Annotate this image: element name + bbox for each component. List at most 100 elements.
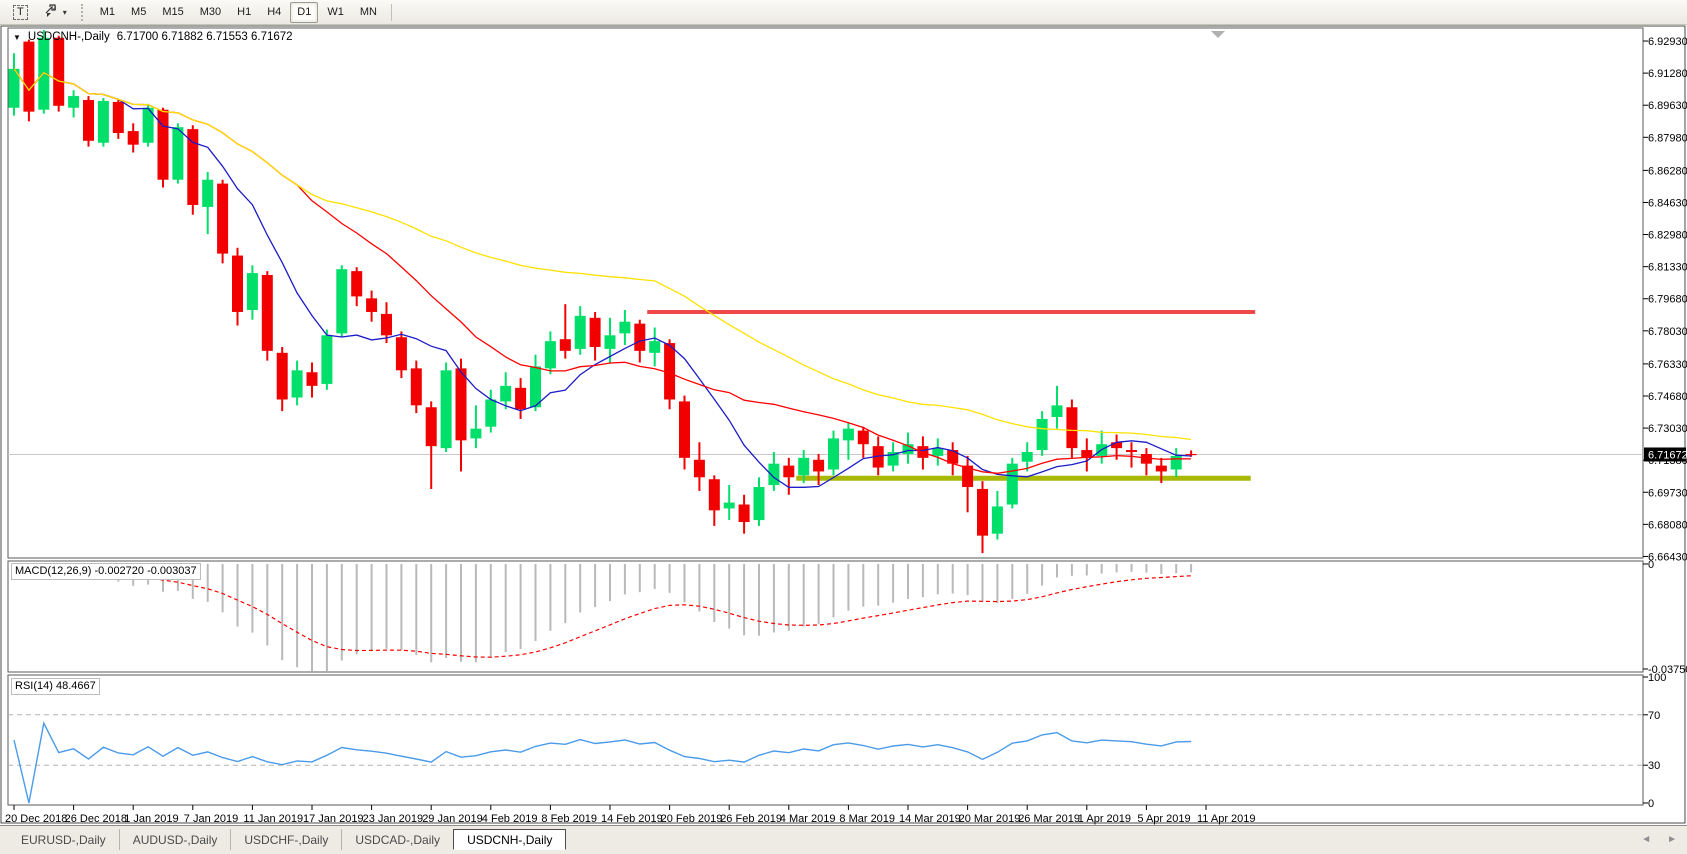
date-tick-label: 1 Jan 2019 bbox=[124, 813, 178, 825]
date-tick-label: 29 Jan 2019 bbox=[422, 813, 483, 825]
candle-body bbox=[1036, 418, 1048, 451]
text-tool-icon: T bbox=[13, 4, 28, 20]
tab-usdchf-daily[interactable]: USDCHF-,Daily bbox=[231, 829, 343, 850]
candle-body bbox=[1111, 442, 1123, 449]
candle-body bbox=[83, 99, 94, 141]
candle-body bbox=[395, 337, 407, 371]
price-tick-label: 6.79680 bbox=[1648, 294, 1687, 306]
date-tick-label: 26 Dec 2018 bbox=[65, 813, 127, 825]
candle-body bbox=[932, 448, 944, 456]
rsi-pane[interactable] bbox=[7, 674, 1644, 806]
price-tick-label: 6.78030 bbox=[1648, 326, 1687, 338]
date-tick-label: 20 Dec 2018 bbox=[5, 813, 67, 825]
timeframe-m15-button[interactable]: M15 bbox=[162, 6, 184, 18]
macd-axis[interactable]: 0 -0.037508 bbox=[1643, 559, 1687, 676]
candle-body bbox=[500, 385, 512, 402]
timeframe-m5-button[interactable]: M5 bbox=[131, 6, 147, 18]
candle-body bbox=[1021, 452, 1033, 462]
candle-body bbox=[619, 321, 631, 334]
timeframe-h1-button[interactable]: H1 bbox=[237, 6, 252, 18]
cursor-style-tool-button[interactable]: ▾ bbox=[37, 2, 74, 23]
candle-body bbox=[112, 101, 124, 134]
main-pane[interactable] bbox=[7, 27, 1644, 559]
timeframe-d1-button[interactable]: D1 bbox=[290, 1, 319, 23]
candle-body bbox=[381, 313, 392, 336]
candle-body bbox=[559, 339, 571, 351]
candle-body bbox=[813, 459, 825, 472]
rsi-name: RSI(14) bbox=[15, 680, 53, 692]
macd-signal-line bbox=[13, 563, 1192, 658]
chart-canvas[interactable]: 6.92930 6.91280 6.89630 6.87980 6.86280 6.846… bbox=[0, 25, 1687, 825]
candle-body bbox=[738, 504, 750, 523]
price-tick-label: 6.86280 bbox=[1648, 165, 1687, 177]
candle-body bbox=[753, 487, 765, 521]
candle-body bbox=[842, 428, 854, 441]
candle-body bbox=[1155, 465, 1167, 472]
candle-body bbox=[425, 407, 437, 447]
timeframe-m30-button[interactable]: M30 bbox=[199, 6, 222, 18]
candle-body bbox=[410, 368, 422, 406]
macd-axis-min-label: -0.037508 bbox=[1648, 664, 1687, 676]
rsi-axis-label: 30 bbox=[1648, 760, 1660, 772]
timeframe-w1-button[interactable]: W1 bbox=[327, 6, 344, 18]
rsi-indicator-label[interactable]: RSI(14) 48.4667 bbox=[11, 678, 100, 695]
candle-body bbox=[768, 463, 780, 486]
candle-body bbox=[246, 273, 258, 311]
toolbar-grip[interactable] bbox=[80, 3, 85, 21]
price-tick-label: 6.82980 bbox=[1648, 230, 1687, 242]
timeframe-h4-button[interactable]: H4 bbox=[267, 6, 282, 18]
price-tick-label: 6.91280 bbox=[1648, 68, 1687, 80]
candle-body bbox=[947, 450, 959, 464]
timeframe-m1-button[interactable]: M1 bbox=[99, 6, 116, 18]
rsi-axis-label: 100 bbox=[1648, 672, 1666, 684]
date-tick-label: 7 Jan 2019 bbox=[184, 813, 238, 825]
price-tick-label: 6.87980 bbox=[1648, 132, 1687, 144]
toolbar-separator bbox=[390, 3, 392, 21]
tab-scroll-right-button[interactable]: ► bbox=[1667, 834, 1677, 845]
tab-audusd-daily[interactable]: AUDUSD-,Daily bbox=[120, 829, 232, 850]
candle-body bbox=[276, 352, 288, 400]
text-label-tool-button[interactable]: T bbox=[6, 2, 35, 23]
top-toolbar: T ▾ M1 M5 M15 M30 H1 H4 D1 W1 MN bbox=[0, 0, 1687, 25]
tab-label: USDCAD-,Daily bbox=[355, 832, 441, 847]
moving-average-slow bbox=[13, 68, 1192, 441]
candle-body bbox=[857, 430, 869, 445]
candle-body bbox=[828, 438, 839, 470]
date-tick-label: 26 Mar 2019 bbox=[1018, 813, 1080, 825]
tab-label: USDCNH-,Daily bbox=[467, 832, 553, 847]
chart-shift-marker[interactable] bbox=[1211, 31, 1225, 38]
candle-body bbox=[902, 444, 914, 454]
price-tick-label: 6.66430 bbox=[1648, 551, 1687, 563]
rsi-axis[interactable]: 100 70 30 0 bbox=[1643, 672, 1666, 810]
tab-usdcad-daily[interactable]: USDCAD-,Daily bbox=[342, 829, 455, 850]
candle-body bbox=[217, 183, 229, 254]
candle-body bbox=[336, 269, 348, 334]
symbol-dropdown-icon[interactable]: ▼ bbox=[13, 33, 21, 42]
tab-eurusd-daily[interactable]: EURUSD-,Daily bbox=[8, 829, 120, 850]
chevron-down-icon: ▾ bbox=[62, 7, 67, 17]
date-tick-label: 20 Feb 2019 bbox=[661, 813, 723, 825]
rsi-axis-label: 70 bbox=[1648, 710, 1660, 722]
candle-body bbox=[872, 446, 884, 468]
timeframe-mn-button[interactable]: MN bbox=[359, 6, 377, 18]
candle-body bbox=[783, 465, 795, 478]
candle-body bbox=[574, 315, 586, 349]
window-border bbox=[0, 25, 1686, 824]
tab-usdcnh-daily[interactable]: USDCNH-,Daily bbox=[453, 829, 567, 850]
candle-body bbox=[142, 107, 154, 143]
date-tick-label: 4 Mar 2019 bbox=[780, 813, 836, 825]
candle-body bbox=[887, 452, 899, 466]
candle-body bbox=[455, 368, 467, 441]
price-axis[interactable]: 6.92930 6.91280 6.89630 6.87980 6.86280 6.846… bbox=[1643, 36, 1687, 563]
macd-indicator-label[interactable]: MACD(12,26,9) -0.002720 -0.003037 bbox=[11, 563, 201, 580]
candle-body bbox=[634, 323, 646, 351]
date-tick-label: 17 Jan 2019 bbox=[303, 813, 364, 825]
chart-ohlc-readout: 6.71700 6.71882 6.71553 6.71672 bbox=[116, 31, 293, 43]
diagonal-arrows-icon bbox=[44, 3, 59, 21]
macd-name: MACD(12,26,9) bbox=[15, 565, 92, 577]
price-tick-label: 6.84630 bbox=[1648, 197, 1687, 209]
macd-pane[interactable] bbox=[7, 560, 1644, 673]
candle-body bbox=[38, 37, 50, 110]
tab-scroll-left-button[interactable]: ◄ bbox=[1641, 834, 1652, 845]
